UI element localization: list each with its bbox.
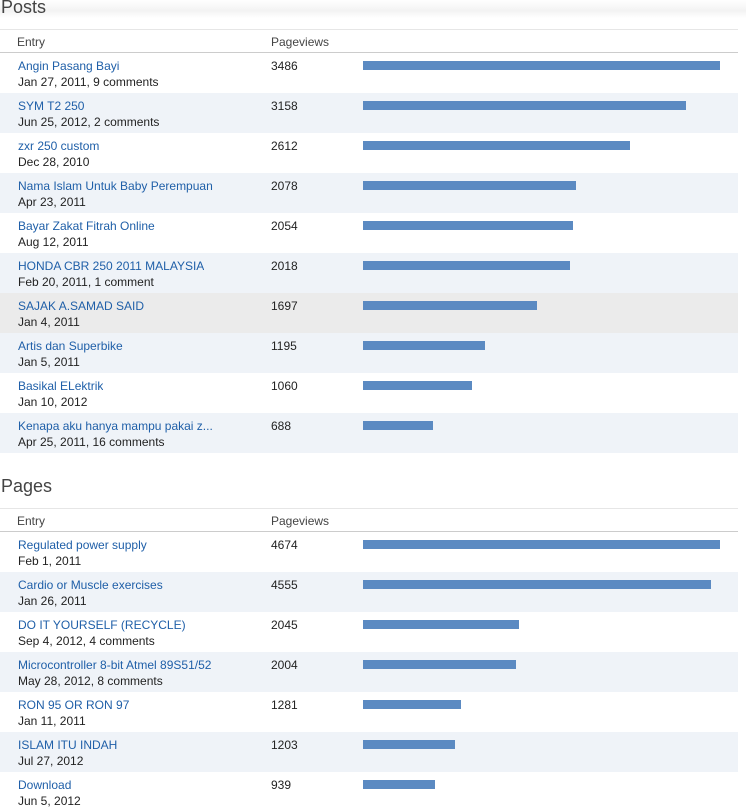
pageviews-count: 2004 xyxy=(271,658,298,672)
pageviews-bar xyxy=(363,421,433,430)
entry-title-link[interactable]: Artis dan Superbike xyxy=(18,339,123,353)
pages-table-header: Entry Pageviews xyxy=(0,508,738,532)
pageviews-count: 1060 xyxy=(271,379,298,393)
column-header-pageviews: Pageviews xyxy=(271,35,330,49)
entry-title-link[interactable]: Kenapa aku hanya mampu pakai z... xyxy=(18,419,213,433)
pageviews-bar xyxy=(363,221,573,230)
column-header-pageviews: Pageviews xyxy=(271,514,330,528)
table-row: Download Jun 5, 2012 939 xyxy=(0,772,738,812)
pageviews-bar xyxy=(363,540,720,549)
entry-title-link[interactable]: Basikal ELektrik xyxy=(18,379,104,393)
pageviews-bar xyxy=(363,660,516,669)
entry-title-link[interactable]: ISLAM ITU INDAH xyxy=(18,738,118,752)
entry-title-link[interactable]: SAJAK A.SAMAD SAID xyxy=(18,299,145,313)
table-row: SYM T2 250 Jun 25, 2012, 2 comments 3158 xyxy=(0,93,738,133)
posts-title: Posts xyxy=(1,0,47,17)
pageviews-bar xyxy=(363,381,472,390)
pageviews-bar xyxy=(363,301,537,310)
table-row: Cardio or Muscle exercises Jan 26, 2011 45… xyxy=(0,572,738,612)
pageviews-bar xyxy=(363,740,455,749)
entry-meta: Apr 25, 2011, 16 comments xyxy=(18,435,165,449)
column-header-entry: Entry xyxy=(17,35,46,49)
top-shadow xyxy=(0,0,746,18)
pageviews-count: 2045 xyxy=(271,618,298,632)
posts-section: Posts Entry Pageviews Angin Pasang Bayi J… xyxy=(0,0,738,453)
pageviews-bar xyxy=(363,341,485,350)
entry-title-link[interactable]: SYM T2 250 xyxy=(18,99,85,113)
entry-meta: Jan 10, 2012 xyxy=(18,395,88,409)
pageviews-bar xyxy=(363,261,570,270)
entry-meta: Jan 26, 2011 xyxy=(18,594,87,608)
pageviews-bar xyxy=(363,181,576,190)
entry-meta: May 28, 2012, 8 comments xyxy=(18,674,163,688)
entry-title-link[interactable]: Cardio or Muscle exercises xyxy=(18,578,163,592)
table-row: Bayar Zakat Fitrah Online Aug 12, 2011 205… xyxy=(0,213,738,253)
entry-meta: Aug 12, 2011 xyxy=(18,235,89,249)
table-row: HONDA CBR 250 2011 MALAYSIA Feb 20, 2011,… xyxy=(0,253,738,293)
table-row: RON 95 OR RON 97 Jan 11, 2011 1281 xyxy=(0,692,738,732)
entry-title-link[interactable]: RON 95 OR RON 97 xyxy=(18,698,130,712)
table-row: ISLAM ITU INDAH Jul 27, 2012 1203 xyxy=(0,732,738,772)
entry-title-link[interactable]: Bayar Zakat Fitrah Online xyxy=(18,219,155,233)
entry-title-link[interactable]: Nama Islam Untuk Baby Perempuan xyxy=(18,179,213,193)
entry-meta: Feb 1, 2011 xyxy=(18,554,82,568)
pageviews-count: 1697 xyxy=(271,299,298,313)
entry-title-link[interactable]: DO IT YOURSELF (RECYCLE) xyxy=(18,618,186,632)
entry-meta: Jun 25, 2012, 2 comments xyxy=(18,115,160,129)
pageviews-bar xyxy=(363,700,461,709)
entry-title-link[interactable]: zxr 250 custom xyxy=(18,139,100,153)
pageviews-count: 2018 xyxy=(271,259,298,273)
entry-title-link[interactable]: Regulated power supply xyxy=(18,538,147,552)
entry-meta: Sep 4, 2012, 4 comments xyxy=(18,634,155,648)
entry-title-link[interactable]: Angin Pasang Bayi xyxy=(18,59,120,73)
pageviews-count: 3486 xyxy=(271,59,298,73)
pageviews-count: 939 xyxy=(271,778,292,792)
pageviews-bar xyxy=(363,61,720,70)
entry-meta: Jun 5, 2012 xyxy=(18,794,81,808)
pageviews-count: 4555 xyxy=(271,578,298,592)
entry-meta: Feb 20, 2011, 1 comment xyxy=(18,275,154,289)
pageviews-count: 1281 xyxy=(271,698,298,712)
pageviews-bar xyxy=(363,620,519,629)
pageviews-count: 2054 xyxy=(271,219,298,233)
pages-title: Pages xyxy=(1,476,53,496)
entry-meta: Apr 23, 2011 xyxy=(18,195,86,209)
table-row: zxr 250 custom Dec 28, 2010 2612 xyxy=(0,133,738,173)
pageviews-count: 1195 xyxy=(271,339,297,353)
entry-meta: Dec 28, 2010 xyxy=(18,155,90,169)
posts-table-header: Entry Pageviews xyxy=(0,29,738,53)
entry-meta: Jan 4, 2011 xyxy=(18,315,80,329)
entry-title-link[interactable]: HONDA CBR 250 2011 MALAYSIA xyxy=(18,259,205,273)
table-row: SAJAK A.SAMAD SAID Jan 4, 2011 1697 xyxy=(0,293,738,333)
pageviews-count: 688 xyxy=(271,419,292,433)
pageviews-count: 3158 xyxy=(271,99,298,113)
entry-meta: Jan 11, 2011 xyxy=(18,714,86,728)
pageviews-count: 2078 xyxy=(271,179,298,193)
pageviews-count: 4674 xyxy=(271,538,298,552)
table-row: Nama Islam Untuk Baby Perempuan Apr 23, 2… xyxy=(0,173,738,213)
table-row: Microcontroller 8-bit Atmel 89S51/52 May … xyxy=(0,652,738,692)
pageviews-bar xyxy=(363,101,686,110)
column-header-entry: Entry xyxy=(17,514,46,528)
pages-section: Pages Entry Pageviews Regulated power su… xyxy=(0,476,740,811)
entry-meta: Jan 27, 2011, 9 comments xyxy=(18,75,159,89)
table-row: Regulated power supply Feb 1, 2011 4674 xyxy=(0,532,738,572)
table-row: Kenapa aku hanya mampu pakai z... Apr 25,… xyxy=(0,413,738,453)
entry-meta: Jan 5, 2011 xyxy=(18,355,80,369)
pageviews-bar xyxy=(363,580,711,589)
table-row: Artis dan Superbike Jan 5, 2011 1195 xyxy=(0,333,738,373)
entry-title-link[interactable]: Microcontroller 8-bit Atmel 89S51/52 xyxy=(18,658,212,672)
pageviews-count: 2612 xyxy=(271,139,298,153)
pageviews-count: 1203 xyxy=(271,738,298,752)
entry-meta: Jul 27, 2012 xyxy=(18,754,84,768)
table-row: DO IT YOURSELF (RECYCLE) Sep 4, 2012, 4 c… xyxy=(0,612,738,652)
entry-title-link[interactable]: Download xyxy=(18,778,72,792)
pageviews-bar xyxy=(363,780,435,789)
pageviews-bar xyxy=(363,141,630,150)
table-row: Basikal ELektrik Jan 10, 2012 1060 xyxy=(0,373,738,413)
table-row: Angin Pasang Bayi Jan 27, 2011, 9 comment… xyxy=(0,53,738,93)
